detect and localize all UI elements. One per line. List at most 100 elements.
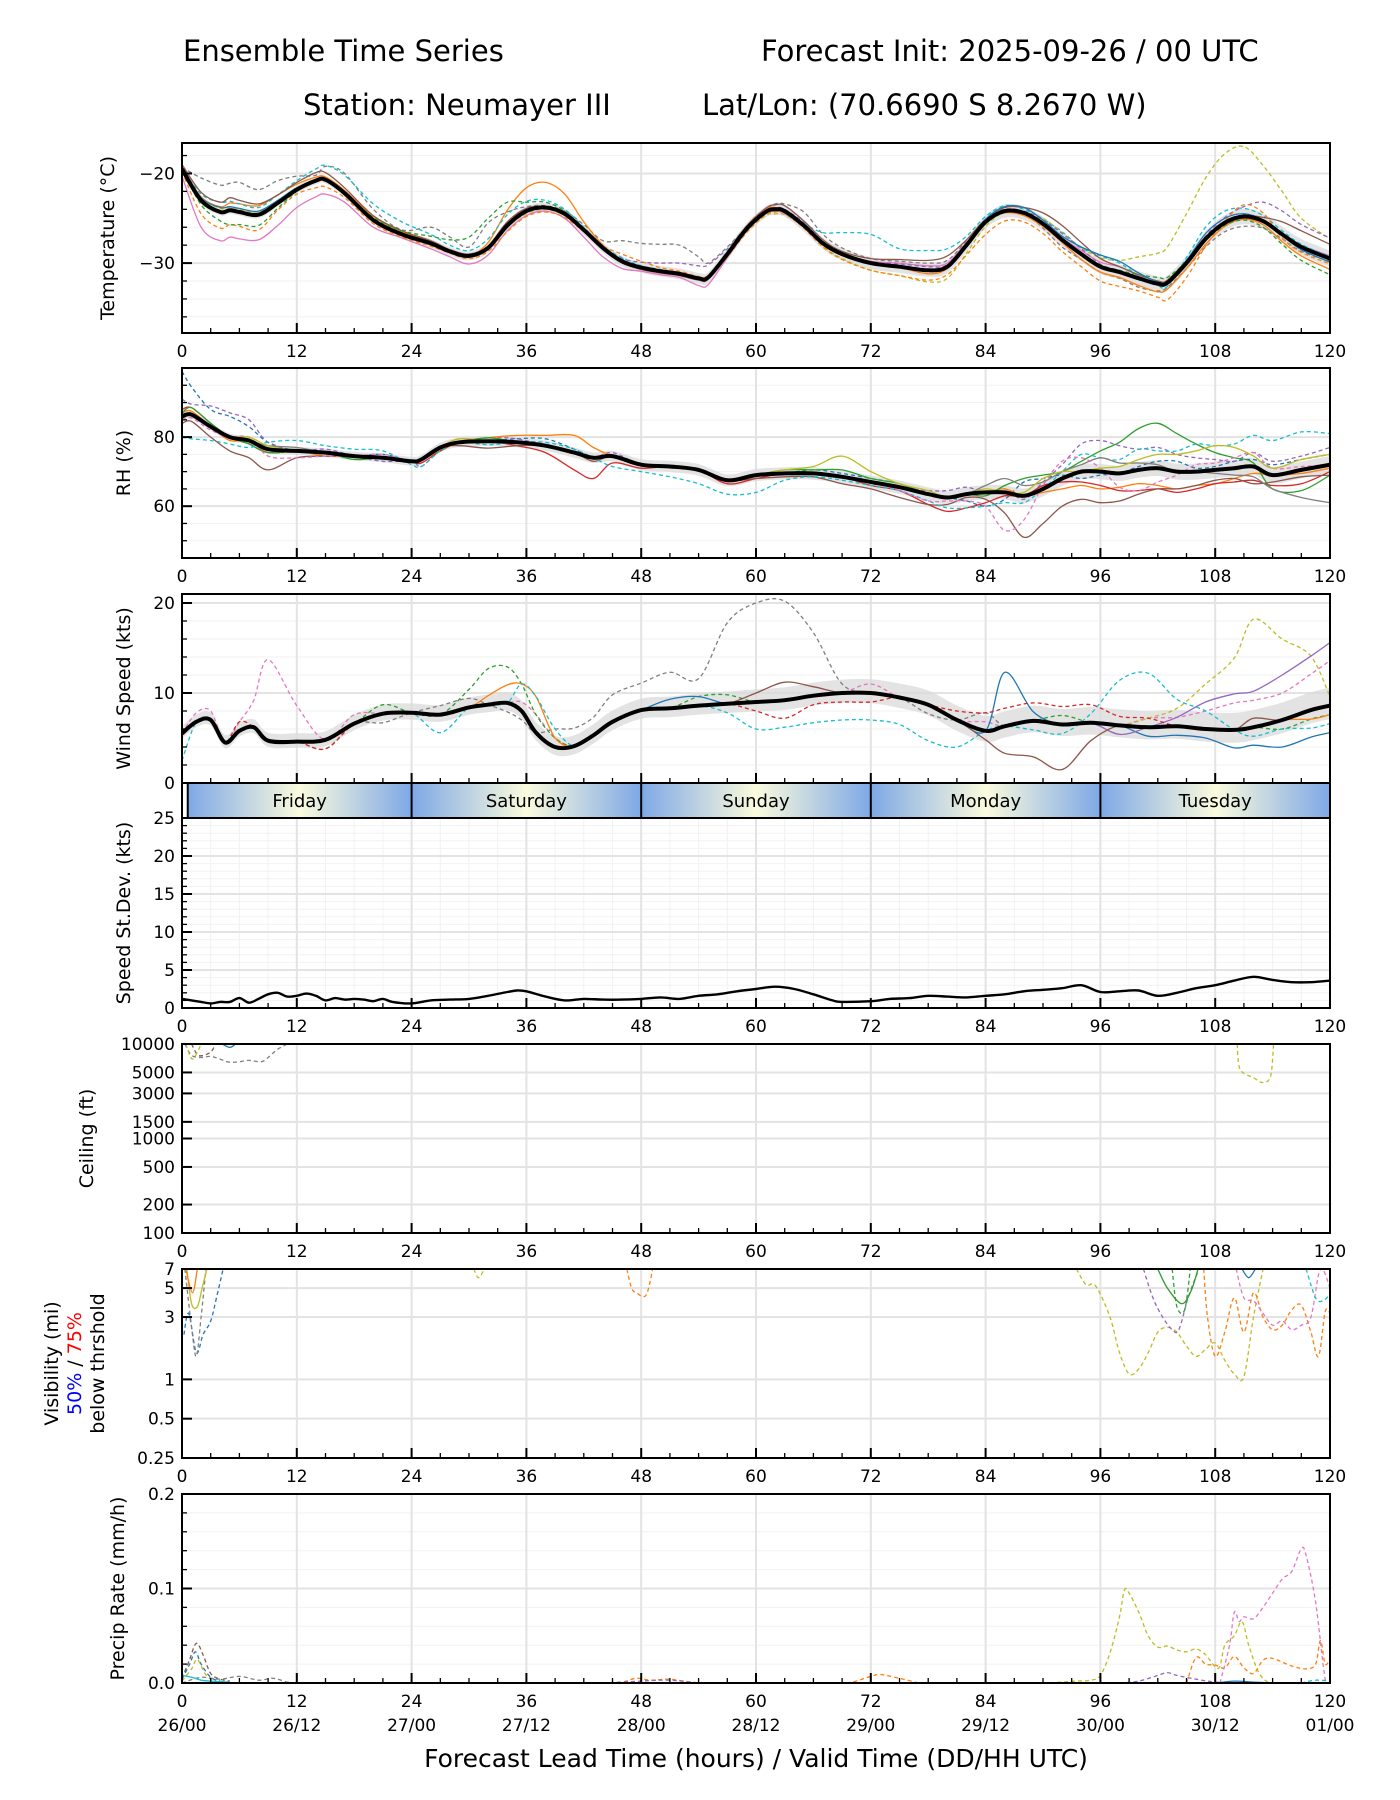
ensemble-member-line	[1236, 1044, 1275, 1084]
day-band: Friday Saturday Sunday Monday Tuesday	[181, 782, 1331, 819]
ensemble-member-line	[182, 430, 1330, 510]
x-tick-label: 48	[630, 1467, 652, 1487]
y-tick-label: 5000	[132, 1063, 175, 1083]
ensemble-member-line	[182, 165, 1330, 292]
x-tick-label: 0	[177, 567, 188, 587]
ensemble-member-line	[1157, 1269, 1199, 1305]
y-tick-label: −20	[139, 164, 175, 184]
day-label-tuesday: Tuesday	[1178, 791, 1253, 812]
x-tick-label: 60	[745, 1242, 767, 1262]
x-tick-label: 24	[401, 1467, 423, 1487]
y-axis-label: RH (%)	[113, 430, 135, 496]
x-tick-label: 84	[975, 1692, 997, 1712]
ensemble-member-line	[1219, 1546, 1330, 1683]
x-tick-valid-time-label: 01/00	[1306, 1716, 1355, 1736]
x-tick-label: 36	[516, 1242, 538, 1262]
y-tick-label: −30	[139, 254, 175, 274]
y-axis-label: Precip Rate (mm/h)	[107, 1497, 129, 1681]
x-tick-label: 0	[177, 342, 188, 362]
ensemble-member-line	[182, 1658, 214, 1682]
ensemble-mean-line	[182, 167, 1330, 287]
station-label: Station: Neumayer III	[303, 88, 611, 122]
x-tick-label: 120	[1314, 1017, 1346, 1037]
x-tick-valid-time-label: 28/00	[617, 1716, 666, 1736]
y-tick-label: 60	[153, 497, 175, 517]
x-tick-label: 108	[1199, 1242, 1231, 1262]
y-tick-label: 10	[153, 923, 175, 943]
x-tick-label: 84	[975, 567, 997, 587]
x-tick-label: 120	[1314, 567, 1346, 587]
x-tick-label: 108	[1199, 1692, 1231, 1712]
y-tick-label: 200	[143, 1196, 175, 1216]
ensemble-member-line	[1075, 1269, 1264, 1382]
y-axis-label: Speed St.Dev. (kts)	[113, 822, 135, 1005]
spread-band	[182, 410, 1330, 505]
x-tick-label: 12	[286, 1467, 308, 1487]
x-tick-label: 24	[401, 1017, 423, 1037]
y-tick-label: 10	[153, 684, 175, 704]
x-tick-label: 12	[286, 1017, 308, 1037]
y-tick-label: 0.1	[148, 1580, 175, 1600]
x-tick-label: 72	[860, 1692, 882, 1712]
x-tick-label: 108	[1199, 1467, 1231, 1487]
x-tick-label: 96	[1090, 1692, 1112, 1712]
y-tick-label: 0.5	[148, 1410, 175, 1430]
x-tick-label: 120	[1314, 342, 1346, 362]
x-tick-label: 60	[745, 1467, 767, 1487]
x-tick-label: 12	[286, 1692, 308, 1712]
ensemble-member-line	[1185, 1639, 1330, 1683]
plot-area	[184, 1044, 1275, 1084]
y-tick-label: 1000	[132, 1130, 175, 1150]
x-tick-label: 48	[630, 342, 652, 362]
x-tick-label: 72	[860, 567, 882, 587]
x-tick-valid-time-label: 30/12	[1191, 1716, 1240, 1736]
x-tick-valid-time-label: 27/12	[502, 1716, 551, 1736]
x-tick-label: 60	[745, 1692, 767, 1712]
x-tick-valid-time-label: 26/12	[272, 1716, 321, 1736]
plot-area	[182, 598, 1330, 771]
x-tick-label: 0	[177, 1692, 188, 1712]
ensemble-member-line	[1171, 1269, 1191, 1315]
y-tick-label: 0	[164, 999, 175, 1019]
y-tick-label: 7	[164, 1260, 175, 1280]
x-tick-label: 108	[1199, 342, 1231, 362]
day-label-monday: Monday	[950, 791, 1021, 812]
x-tick-label: 84	[975, 342, 997, 362]
y-tick-label: 100	[143, 1224, 175, 1244]
x-tick-label: 96	[1090, 1467, 1112, 1487]
x-tick-label: 48	[630, 567, 652, 587]
y-tick-label: 20	[153, 594, 175, 614]
panel-rh: 60 80 0 12 24 36 48 60 72 84 96 108 120 RH (%)	[113, 367, 1346, 587]
ensemble-member-line	[185, 1044, 202, 1060]
panel-wind_speed: 0 10 20 Wind Speed (kts)	[113, 593, 1331, 794]
x-tick-label: 24	[401, 567, 423, 587]
ensemble-member-line	[182, 1642, 230, 1682]
ensemble-member-line	[185, 1269, 198, 1294]
x-tick-label: 24	[401, 1242, 423, 1262]
y-tick-label: 0	[164, 774, 175, 794]
x-tick-label: 60	[745, 567, 767, 587]
threshold-part: 50%	[64, 1373, 86, 1415]
day-segment	[870, 783, 1101, 818]
y-tick-label: 5	[164, 961, 175, 981]
x-tick-label: 36	[516, 1692, 538, 1712]
y-axis-label: Temperature (°C)	[97, 156, 119, 321]
ensemble-member-line	[1235, 1269, 1330, 1331]
x-tick-label: 96	[1090, 567, 1112, 587]
y-axis-label: Wind Speed (kts)	[113, 607, 135, 770]
y-tick-label: 20	[153, 847, 175, 867]
plot-area	[182, 145, 1330, 302]
x-tick-label: 60	[745, 1017, 767, 1037]
day-segment	[641, 783, 871, 818]
x-tick-label: 72	[860, 1017, 882, 1037]
panel-visibility: 0.25 0.5 1 3 57 0 12 24 36 48 60 72 84 96 108 120 Visibi…	[41, 1260, 1346, 1487]
day-segment	[1100, 783, 1330, 818]
x-tick-label: 24	[401, 1692, 423, 1712]
x-tick-label: 36	[516, 1467, 538, 1487]
x-tick-label: 72	[860, 1242, 882, 1262]
x-tick-label: 36	[516, 1017, 538, 1037]
x-tick-label: 48	[630, 1017, 652, 1037]
x-tick-label: 84	[975, 1017, 997, 1037]
